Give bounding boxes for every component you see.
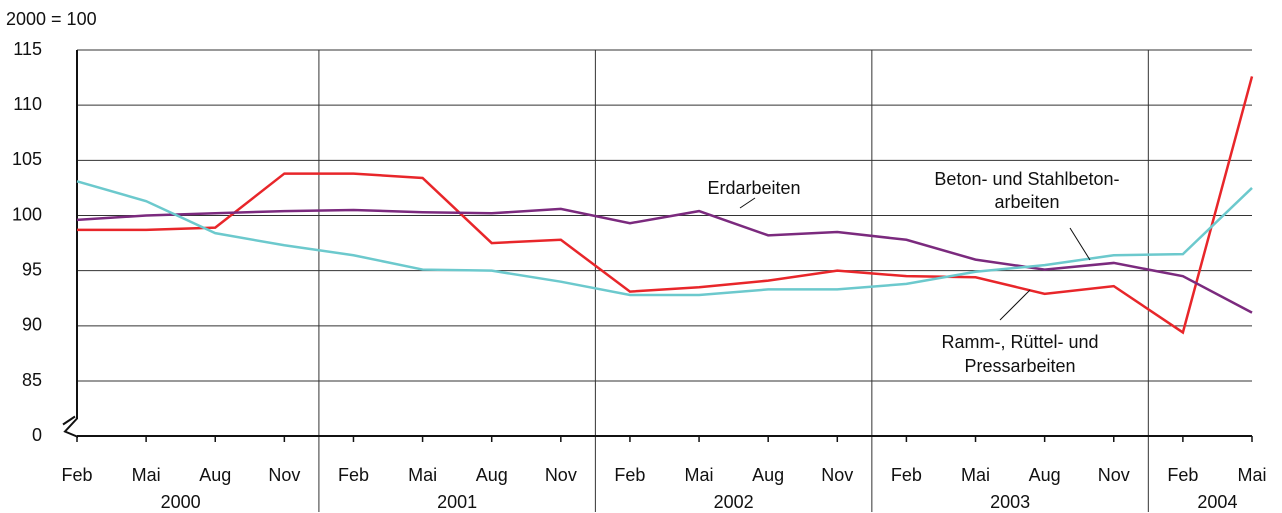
x-tick-label: Mai <box>961 465 990 485</box>
y-tick-label: 90 <box>22 315 42 335</box>
x-tick-label: Nov <box>268 465 300 485</box>
series-label: Erdarbeiten <box>707 178 800 198</box>
year-label: 2002 <box>714 492 754 512</box>
y-tick-label: 100 <box>12 204 42 224</box>
x-tick-label: Aug <box>476 465 508 485</box>
y-axis-unit: 2000 = 100 <box>6 9 97 29</box>
y-tick-label: 0 <box>32 425 42 445</box>
x-tick-label: Mai <box>132 465 161 485</box>
y-tick-label: 105 <box>12 149 42 169</box>
year-label: 2004 <box>1197 492 1237 512</box>
series-label: Beton- und Stahlbeton- <box>934 169 1119 189</box>
x-tick-label: Feb <box>614 465 645 485</box>
x-tick-label: Nov <box>821 465 853 485</box>
x-tick-label: Mai <box>1237 465 1266 485</box>
x-tick-label: Aug <box>752 465 784 485</box>
series-line <box>76 180 1253 297</box>
series-line <box>76 207 1253 314</box>
series-label: Pressarbeiten <box>964 356 1075 376</box>
x-tick-label: Feb <box>61 465 92 485</box>
year-label: 2000 <box>161 492 201 512</box>
y-tick-label: 85 <box>22 370 42 390</box>
series-label: arbeiten <box>994 192 1059 212</box>
y-tick-label: 115 <box>13 39 42 59</box>
axis-break <box>62 415 76 426</box>
year-label: 2003 <box>990 492 1030 512</box>
x-tick-label: Feb <box>891 465 922 485</box>
leader-line <box>1069 227 1091 261</box>
leader-line <box>739 197 756 209</box>
x-tick-label: Aug <box>199 465 231 485</box>
x-tick-label: Feb <box>338 465 369 485</box>
x-tick-label: Mai <box>408 465 437 485</box>
x-tick-label: Nov <box>545 465 577 485</box>
year-label: 2001 <box>437 492 477 512</box>
y-tick-label: 95 <box>22 259 42 279</box>
y-axis <box>63 50 78 438</box>
x-tick-label: Nov <box>1098 465 1130 485</box>
series-line <box>77 76 1254 335</box>
series-label: Ramm-, Rüttel- und <box>941 332 1098 352</box>
leader-line <box>999 289 1031 321</box>
x-tick-label: Mai <box>685 465 714 485</box>
y-tick-label: 110 <box>13 94 42 114</box>
x-tick-label: Aug <box>1029 465 1061 485</box>
x-tick-label: Feb <box>1167 465 1198 485</box>
